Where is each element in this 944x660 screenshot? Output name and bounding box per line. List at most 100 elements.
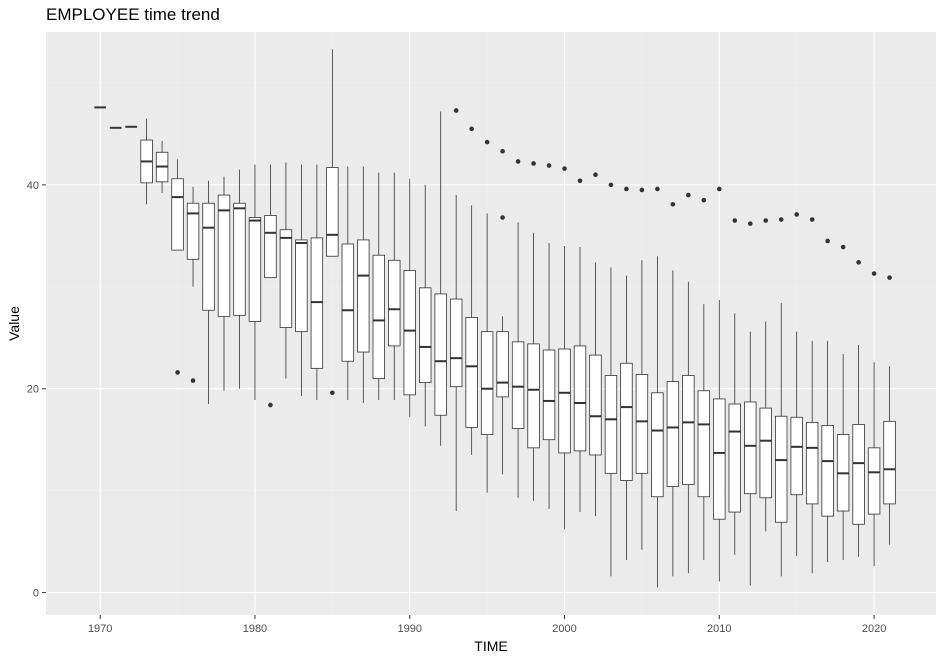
box-2018 — [836, 244, 850, 560]
box-iqr — [589, 354, 602, 456]
outlier-point — [484, 139, 490, 145]
box-iqr — [542, 349, 556, 441]
box-iqr — [496, 331, 509, 398]
box-iqr — [217, 194, 231, 317]
box-1997 — [511, 159, 525, 498]
box-1992 — [434, 111, 447, 446]
x-axis-title: TIME — [474, 638, 507, 654]
box-iqr — [651, 392, 664, 498]
box-2012 — [744, 221, 757, 586]
box-1977 — [202, 180, 215, 405]
box-2009 — [697, 197, 711, 560]
box-iqr — [465, 316, 478, 428]
box-iqr — [310, 237, 324, 369]
outlier-point — [500, 148, 505, 154]
outlier-point — [856, 260, 861, 265]
box-2021 — [883, 275, 896, 545]
box-2003 — [604, 182, 618, 577]
box-2001 — [573, 178, 587, 513]
box-iqr — [744, 401, 757, 495]
outlier-point — [469, 126, 474, 132]
box-iqr — [790, 416, 803, 496]
x-tick-label: 1980 — [243, 623, 267, 635]
box-iqr — [264, 215, 277, 279]
box-iqr — [666, 381, 680, 487]
box-1994 — [465, 126, 478, 455]
box-1993 — [449, 108, 463, 512]
box-1990 — [403, 178, 416, 418]
box-iqr — [573, 345, 587, 452]
box-iqr — [713, 398, 726, 520]
box-iqr — [852, 424, 865, 525]
box-2000 — [558, 166, 571, 530]
outlier-point — [871, 271, 877, 276]
outlier-point — [686, 192, 691, 198]
box-1974 — [155, 141, 169, 194]
box-1995 — [480, 139, 494, 493]
box-iqr — [759, 407, 772, 499]
x-tick-label: 1990 — [397, 623, 421, 635]
box-iqr — [775, 415, 788, 523]
box-2017 — [821, 238, 834, 562]
outlier-point — [531, 161, 536, 166]
box-iqr — [171, 178, 184, 251]
box-iqr — [883, 420, 896, 505]
box-2004 — [620, 186, 633, 560]
box-2005 — [635, 187, 649, 550]
box-iqr — [279, 229, 293, 328]
box-iqr — [480, 331, 494, 435]
outlier-point — [268, 402, 273, 408]
y-tick-label: 0 — [33, 588, 39, 600]
box-1999 — [542, 163, 556, 509]
box-1982 — [279, 162, 293, 379]
outlier-point — [608, 182, 614, 188]
box-iqr — [357, 239, 370, 353]
box-iqr — [821, 425, 834, 517]
box-iqr — [682, 375, 695, 485]
outlier-point — [639, 187, 645, 193]
outlier-point — [670, 201, 676, 207]
outlier-point — [515, 159, 521, 164]
box-iqr — [511, 341, 525, 429]
outlier-point — [701, 197, 707, 203]
outlier-point — [732, 218, 738, 223]
x-tick-label: 2000 — [552, 623, 576, 635]
box-iqr — [341, 243, 355, 362]
y-tick-label: 20 — [27, 384, 39, 396]
box-2007 — [666, 201, 680, 577]
plot-panel — [46, 32, 936, 615]
box-2013 — [759, 218, 772, 532]
box-iqr — [403, 270, 416, 396]
box-1975 — [171, 159, 184, 375]
box-2016 — [805, 217, 819, 574]
box-1998 — [527, 161, 540, 501]
outlier-point — [577, 178, 583, 184]
box-iqr — [248, 217, 262, 322]
box-iqr — [635, 374, 649, 474]
box-2015 — [790, 212, 803, 556]
outlier-point — [593, 172, 598, 177]
box-1983 — [295, 164, 308, 396]
chart-title: EMPLOYEE time trend — [46, 5, 220, 24]
outlier-point — [747, 221, 753, 226]
outlier-point — [624, 186, 629, 192]
box-1987 — [357, 166, 370, 403]
y-axis: 0 20 40 — [27, 180, 46, 600]
box-iqr — [558, 348, 571, 454]
box-iqr — [419, 287, 432, 384]
box-iqr — [728, 403, 741, 513]
box-iqr — [202, 202, 215, 311]
box-iqr — [434, 293, 447, 416]
box-iqr — [233, 202, 246, 316]
box-2010 — [713, 186, 726, 582]
box-1978 — [217, 176, 231, 391]
box-1979 — [233, 169, 246, 389]
box-1989 — [388, 172, 401, 400]
box-iqr — [697, 390, 711, 498]
box-1973 — [140, 118, 153, 205]
outlier-point — [330, 390, 335, 396]
outlier-point — [453, 108, 459, 113]
box-1986 — [341, 166, 355, 400]
outlier-point — [500, 215, 505, 220]
x-axis: 1970 1980 1990 2000 2010 2020 — [88, 615, 886, 635]
